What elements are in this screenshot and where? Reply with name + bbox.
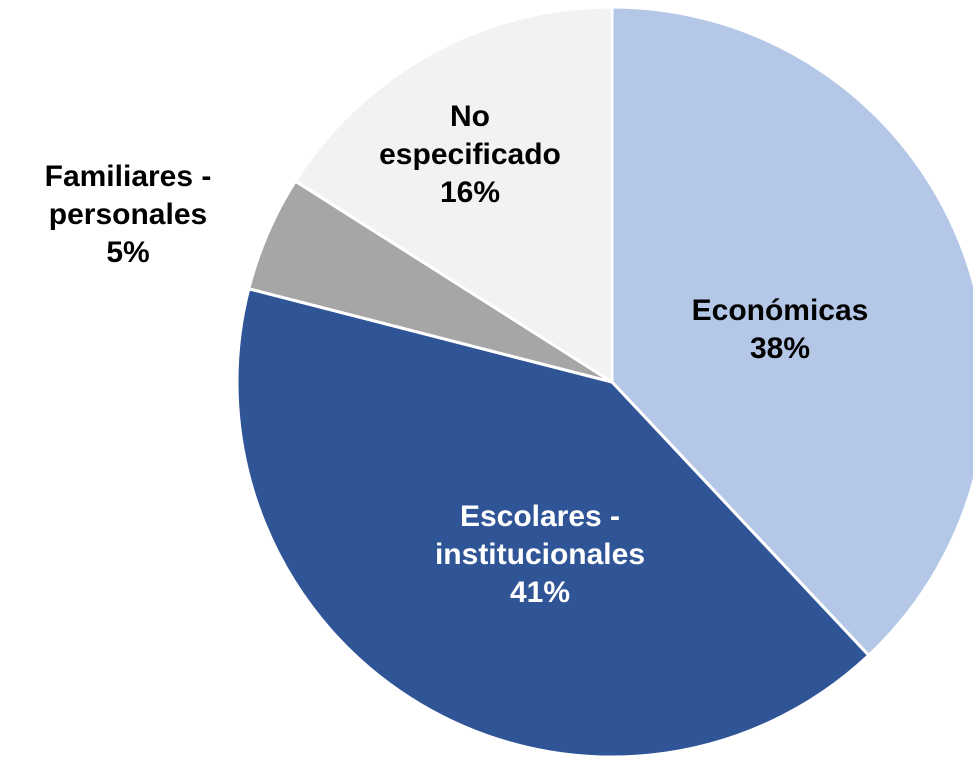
category-label: Escolares - institucionales <box>434 500 646 571</box>
value-label: 38% <box>749 332 811 365</box>
value-label: 5% <box>106 236 150 269</box>
pie-slice <box>235 286 871 758</box>
value-label: 16% <box>439 176 501 209</box>
pie-slice <box>610 5 973 658</box>
value-label: 41% <box>509 576 571 609</box>
slice-label: Económicas 38% <box>650 292 910 368</box>
category-label: No especificado <box>379 100 561 171</box>
slice-label: Escolares - institucionales 41% <box>380 498 700 612</box>
pie-slice <box>293 5 614 385</box>
category-label: Económicas <box>691 294 869 327</box>
slice-label: No especificado 16% <box>355 98 585 212</box>
category-label: Familiares - personales <box>44 160 212 231</box>
slice-label: Familiares - personales 5% <box>8 158 248 272</box>
